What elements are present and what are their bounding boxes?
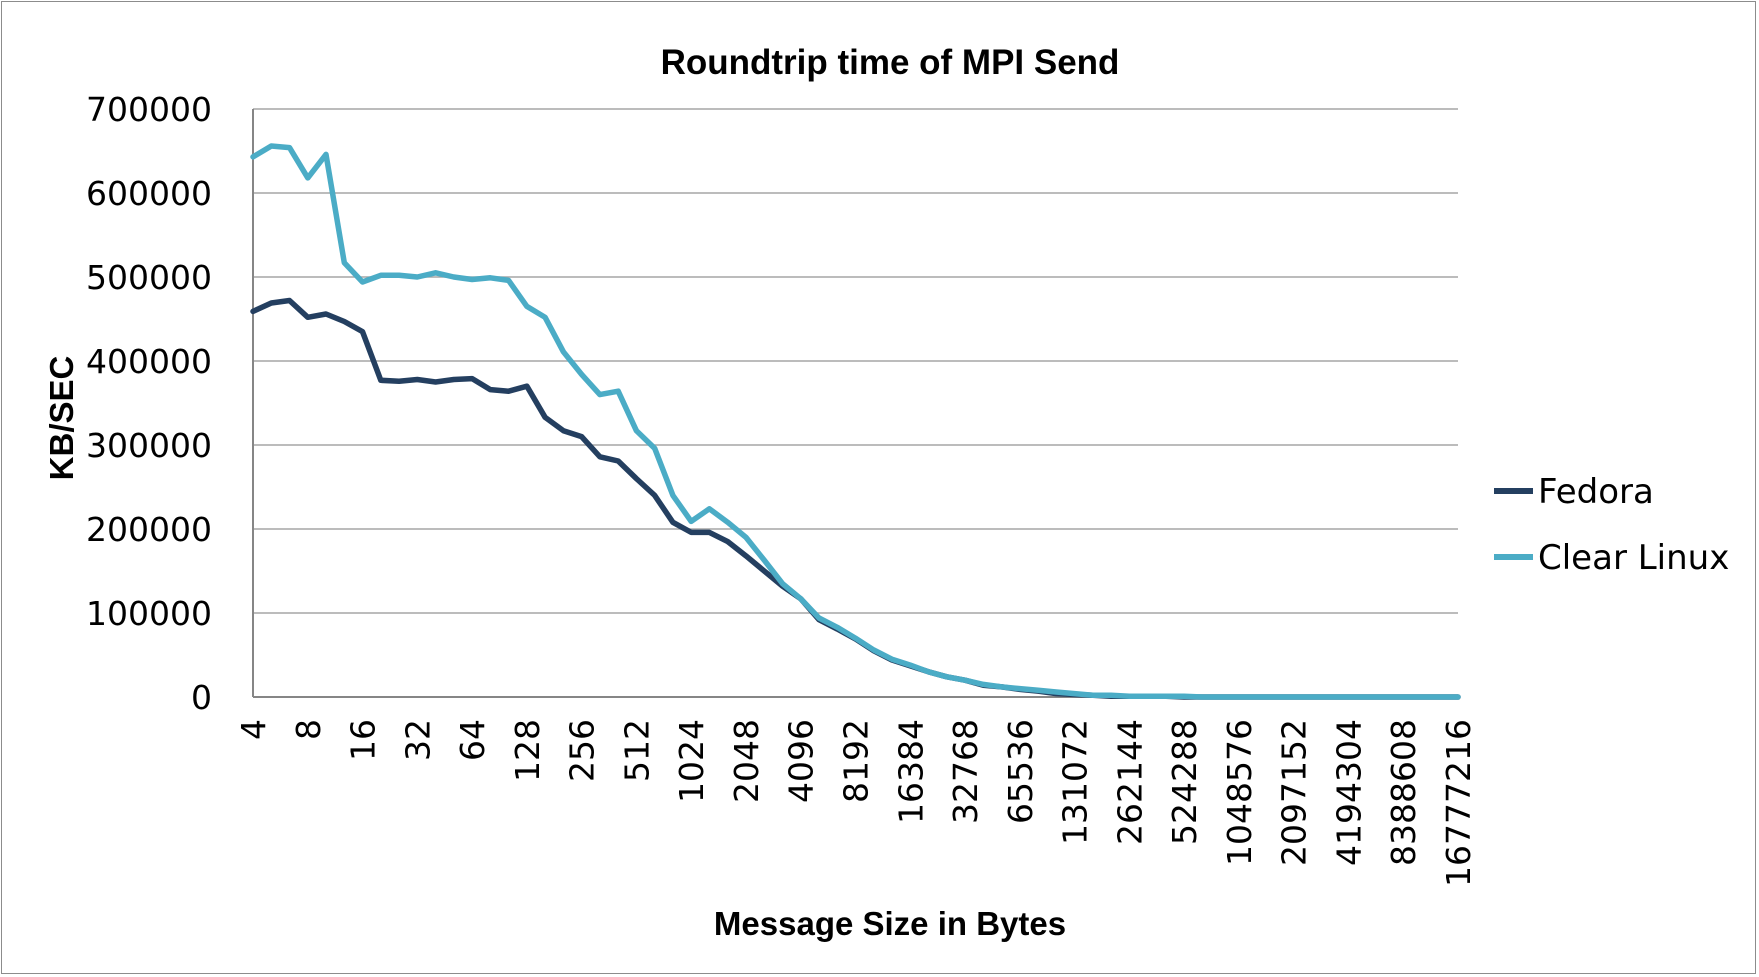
legend-label: Fedora — [1538, 472, 1654, 512]
y-tick-label: 300000 — [86, 426, 212, 465]
x-tick-label: 4194304 — [1329, 719, 1368, 866]
x-tick-label: 262144 — [1110, 719, 1149, 845]
x-tick-label: 1024 — [672, 719, 711, 803]
y-tick-label: 100000 — [86, 594, 212, 633]
x-tick-label: 512 — [617, 719, 656, 782]
x-tick-label: 16 — [344, 719, 383, 761]
y-tick-label: 200000 — [86, 510, 212, 549]
y-tick-label: 600000 — [86, 174, 212, 213]
x-axis-title: Message Size in Bytes — [714, 905, 1066, 942]
x-tick-label: 8388608 — [1384, 719, 1423, 866]
y-tick-label: 400000 — [86, 342, 212, 381]
y-tick-labels: 0 100000 200000 300000 400000 500000 600000 700… — [86, 90, 212, 717]
y-tick-label: 700000 — [86, 90, 212, 129]
x-tick-label: 1048576 — [1220, 719, 1259, 866]
x-tick-label: 8 — [289, 719, 328, 740]
x-tick-label: 2048 — [727, 719, 766, 803]
legend: Fedora Clear Linux — [1494, 472, 1729, 578]
chart-title: Roundtrip time of MPI Send — [661, 43, 1120, 82]
x-tick-label: 16384 — [891, 719, 930, 824]
x-tick-label: 131072 — [1056, 719, 1095, 845]
y-tick-label: 0 — [191, 678, 212, 717]
x-tick-label: 4 — [234, 719, 273, 740]
y-axis-title: KB/SEC — [43, 356, 80, 481]
x-tick-label: 256 — [563, 719, 602, 782]
x-tick-label: 65536 — [1001, 719, 1040, 824]
series-lines — [250, 143, 1461, 700]
x-tick-label: 4096 — [782, 719, 821, 803]
y-tick-label: 500000 — [86, 258, 212, 297]
x-tick-label: 64 — [453, 719, 492, 761]
x-tick-labels: 4 8 16 32 64 128 256 512 1024 2048 4096 8192 16384 32… — [234, 719, 1478, 887]
x-tick-label: 32768 — [946, 719, 985, 824]
legend-label: Clear Linux — [1538, 538, 1729, 578]
x-tick-label: 524288 — [1165, 719, 1204, 845]
x-tick-label: 16777216 — [1439, 719, 1478, 887]
gridlines — [252, 108, 1458, 698]
x-tick-label: 8192 — [837, 719, 876, 803]
x-tick-label: 2097152 — [1275, 719, 1314, 866]
x-tick-label: 128 — [508, 719, 547, 782]
series-line-clear-linux — [250, 143, 1461, 700]
x-tick-label: 32 — [398, 719, 437, 761]
